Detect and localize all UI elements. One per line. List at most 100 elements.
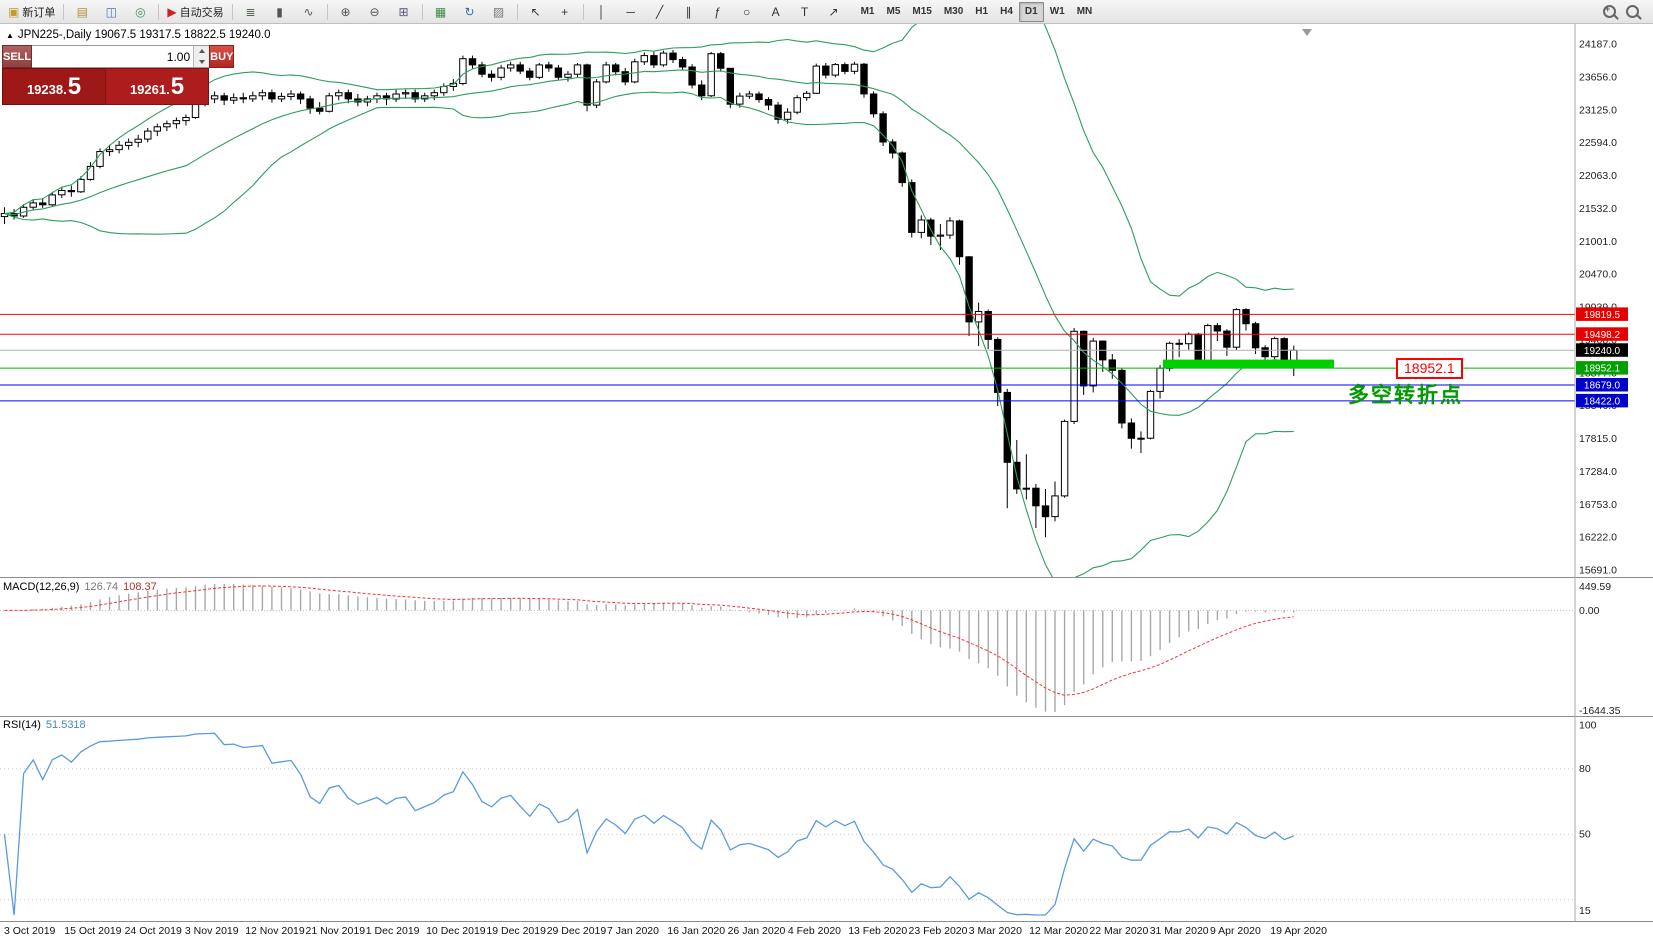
horizontal-line-icon[interactable]: ─: [617, 1, 645, 23]
buy-price[interactable]: 19261. 5: [105, 68, 209, 105]
bear-candle: [268, 92, 276, 100]
main-panel: [0, 24, 1575, 578]
bear-candle: [678, 59, 687, 68]
price-callout[interactable]: 18952.1: [1396, 358, 1463, 379]
sell-price-big: 5: [67, 72, 82, 100]
timeframe-m5[interactable]: M5: [886, 6, 901, 17]
bear-candle: [927, 219, 935, 237]
zoom-in-icon[interactable]: ⊕: [332, 1, 360, 23]
vertical-line-icon[interactable]: │: [588, 1, 616, 23]
line-chart-icon[interactable]: ∿: [295, 1, 323, 23]
rsi-axis-label: 80: [1579, 763, 1591, 775]
label-icon: T: [800, 4, 809, 19]
bull-candle: [946, 220, 954, 236]
channel-icon[interactable]: ∥: [675, 1, 703, 23]
volume-increase-button[interactable]: [194, 46, 210, 57]
bull-candle: [602, 64, 610, 83]
autotrading-icon: ▶: [167, 4, 177, 19]
shapes-icon: ○: [742, 4, 751, 19]
rsi-value: 51.5318: [45, 719, 86, 731]
bull-candle: [1060, 420, 1069, 497]
tile-windows-icon[interactable]: ⊞: [390, 1, 418, 23]
bull-candle: [172, 120, 181, 125]
period-cycle-icon[interactable]: ↻: [456, 1, 484, 23]
timeframe-m1[interactable]: M1: [860, 6, 875, 17]
bull-candle: [592, 81, 601, 106]
bull-candle: [783, 111, 792, 120]
sell-price-small: 19238.: [26, 82, 67, 97]
bull-candle: [564, 73, 572, 78]
template-icon[interactable]: ▨: [485, 1, 513, 23]
candlestick-chart-icon[interactable]: ▮: [266, 1, 294, 23]
arrows-icon[interactable]: ↗: [820, 1, 848, 23]
bull-candle: [659, 52, 668, 66]
text-icon[interactable]: A: [762, 1, 790, 23]
timeframe-mn[interactable]: MN: [1076, 6, 1093, 17]
timeframe-m15[interactable]: M15: [912, 6, 932, 17]
main-toolbar: ▣ 新订单 ▤ ◫ ◎ ▶ 自动交易 ≣ ▮ ∿ ⊕ ⊖ ⊞ ▦ ↻ ▨ ↖ + │ ─ ╱ ∥ ƒ ○ A T ↗ M1 M5 M15…: [0, 0, 1653, 24]
turning-point-annotation[interactable]: 多空转折点: [1348, 384, 1463, 407]
timeframe-h1[interactable]: H1: [975, 6, 989, 17]
timeframe-h4[interactable]: H4: [1000, 6, 1013, 17]
search-icon[interactable]: [1626, 5, 1639, 18]
chart-window-icon[interactable]: ▤: [68, 1, 96, 23]
bull-candle: [831, 64, 839, 76]
macd-value: 126.74: [84, 581, 119, 593]
zoom-out-icon[interactable]: ⊖: [361, 1, 389, 23]
macd-signal-line: [4, 585, 1294, 696]
timeframe-w1[interactable]: W1: [1049, 6, 1065, 17]
date-axis-label: 3 Oct 2019: [4, 925, 56, 937]
bear-candle: [516, 64, 524, 72]
new-chart-icon[interactable]: ▦: [427, 1, 455, 23]
refresh-icon[interactable]: ◎: [126, 1, 154, 23]
toolbar-icon-groups: ▣ 新订单 ▤ ◫ ◎ ▶ 自动交易 ≣ ▮ ∿ ⊕ ⊖ ⊞ ▦ ↻ ▨ ↖ + │ ─ ╱ ∥ ƒ ○ A T ↗: [4, 1, 848, 23]
bull-candle: [803, 92, 811, 99]
macd-axis-label: 449.59: [1579, 581, 1611, 593]
bull-candle: [1156, 367, 1164, 392]
line-chart-icon: ∿: [303, 4, 314, 19]
profiles-icon[interactable]: ◫: [97, 1, 125, 23]
date-axis-label: 19 Dec 2019: [486, 925, 546, 937]
bull-candle: [144, 130, 152, 140]
bear-candle: [1242, 309, 1250, 325]
bull-candle: [440, 86, 448, 94]
bear-candle: [984, 311, 992, 340]
fibonacci-icon[interactable]: ƒ: [704, 1, 732, 23]
shapes-icon[interactable]: ○: [733, 1, 761, 23]
search-symbols-icon[interactable]: [1603, 4, 1616, 18]
trendline-icon[interactable]: ╱: [646, 1, 674, 23]
bear-candle: [612, 64, 620, 73]
sell-button[interactable]: SELL: [2, 45, 33, 68]
support-zone-segment[interactable]: [1163, 359, 1334, 369]
cursor-icon[interactable]: ↖: [522, 1, 550, 23]
chart-shift-marker[interactable]: [1302, 29, 1312, 36]
bull-candle: [507, 64, 515, 69]
volume-decrease-button[interactable]: [194, 56, 210, 67]
date-axis-label: 23 Feb 2020: [909, 925, 968, 937]
zoom-in-icon: ⊕: [340, 4, 351, 19]
autotrading-button[interactable]: ▶ 自动交易: [163, 1, 227, 23]
sell-price[interactable]: 19238. 5: [2, 68, 105, 105]
rsi-indicator-label: RSI(14) 51.5318: [3, 719, 86, 731]
label-icon[interactable]: T: [791, 1, 819, 23]
bear-candle: [1175, 342, 1183, 345]
vertical-line-icon: │: [597, 4, 606, 19]
bear-candle: [411, 92, 419, 100]
bear-candle: [526, 70, 534, 78]
timeframe-m30[interactable]: M30: [943, 6, 964, 17]
price-tag: [1576, 378, 1628, 392]
timeframe-d1[interactable]: D1: [1018, 1, 1044, 22]
date-axis-label: 10 Dec 2019: [426, 925, 486, 937]
date-axis-label: 12 Mar 2020: [1029, 925, 1088, 937]
crosshair-icon[interactable]: +: [551, 1, 579, 23]
bear-candle: [841, 64, 849, 72]
bear-candle: [908, 182, 916, 233]
date-axis-label: 4 Feb 2020: [788, 925, 841, 937]
bar-chart-icon: ≣: [245, 4, 256, 19]
bar-chart-icon[interactable]: ≣: [237, 1, 265, 23]
new-order-button[interactable]: ▣ 新订单: [4, 1, 59, 23]
price-axis-label: 21532.0: [1579, 203, 1617, 215]
buy-button[interactable]: BUY: [209, 45, 235, 68]
toolbar-separator: [516, 3, 518, 20]
volume-input[interactable]: [32, 46, 194, 67]
